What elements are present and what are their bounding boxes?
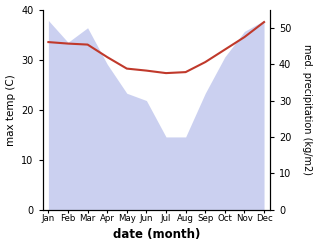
X-axis label: date (month): date (month) [113, 228, 200, 242]
Y-axis label: max temp (C): max temp (C) [5, 74, 16, 145]
Y-axis label: med. precipitation (kg/m2): med. precipitation (kg/m2) [302, 44, 313, 175]
